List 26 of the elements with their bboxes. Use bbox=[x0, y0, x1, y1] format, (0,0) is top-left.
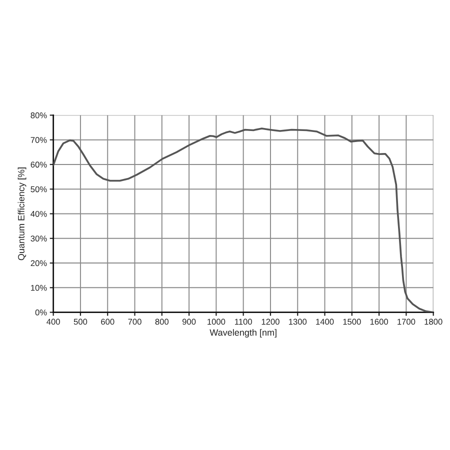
x-tick-label: 1400 bbox=[316, 318, 334, 325]
y-tick-label: 30% bbox=[30, 236, 47, 242]
y-tick-label: 0% bbox=[35, 310, 47, 316]
x-tick-label: 1300 bbox=[288, 318, 307, 325]
x-axis-title: Wavelength [nm] bbox=[210, 329, 276, 338]
y-tick-label: 50% bbox=[30, 186, 47, 192]
x-tick-label: 700 bbox=[128, 318, 142, 325]
x-tick-label: 1800 bbox=[424, 318, 442, 325]
y-tick-label: 10% bbox=[31, 284, 47, 291]
x-tick-label: 600 bbox=[101, 318, 114, 325]
x-tick-label: 1200 bbox=[262, 318, 280, 325]
x-tick-label: 500 bbox=[74, 318, 88, 325]
x-tick-label: 1700 bbox=[398, 318, 416, 325]
x-tick-label: 900 bbox=[182, 318, 196, 325]
y-tick-label: 40% bbox=[30, 210, 47, 217]
x-tick-label: 1100 bbox=[235, 318, 252, 325]
y-tick-label: 70% bbox=[30, 137, 47, 143]
x-tick-label: 800 bbox=[155, 318, 169, 325]
y-axis-title: Quantum Efficiency [%] bbox=[18, 168, 26, 260]
x-tick-label: 1500 bbox=[343, 318, 361, 325]
x-tick-label: 1600 bbox=[370, 318, 388, 325]
x-tick-label: 400 bbox=[46, 318, 60, 325]
y-tick-label: 60% bbox=[30, 162, 47, 168]
y-tick-label: 20% bbox=[30, 260, 47, 266]
y-tick-label: 80% bbox=[30, 112, 47, 118]
x-tick-label: 1000 bbox=[208, 318, 226, 325]
